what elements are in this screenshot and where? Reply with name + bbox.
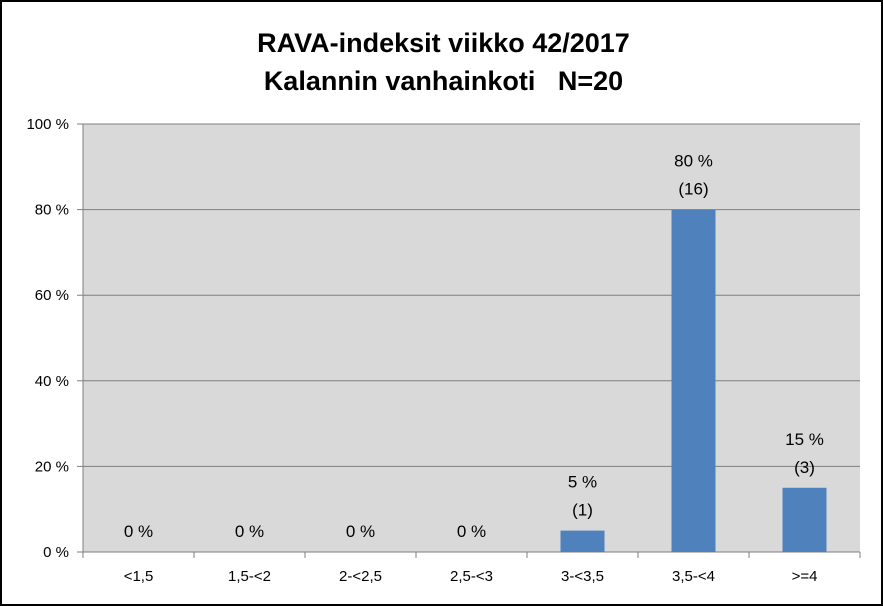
- bar: [671, 209, 716, 552]
- data-label-value: 0 %: [124, 522, 153, 541]
- data-label-count: (3): [794, 458, 815, 477]
- data-label-value: 0 %: [346, 522, 375, 541]
- chart-subtitle: Kalannin vanhainkoti N=20: [263, 66, 624, 96]
- y-tick-label: 60 %: [35, 287, 69, 304]
- data-label-count: (16): [678, 180, 708, 199]
- plot-area: [83, 124, 860, 552]
- x-tick-label: 1,5-<2: [228, 568, 271, 585]
- data-label-count: (1): [572, 501, 593, 520]
- data-label-value: 5 %: [568, 473, 597, 492]
- y-tick-label: 80 %: [35, 202, 69, 219]
- y-tick-label: 0 %: [43, 544, 69, 561]
- data-label-value: 0 %: [235, 522, 264, 541]
- y-tick-label: 100 %: [26, 116, 69, 133]
- x-tick-label: 2-<2,5: [339, 568, 382, 585]
- x-tick-label: 3,5-<4: [672, 568, 715, 585]
- x-tick-label: 3-<3,5: [561, 568, 604, 585]
- bar: [560, 530, 605, 552]
- x-tick-label: <1,5: [124, 568, 154, 585]
- y-tick-label: 20 %: [35, 458, 69, 475]
- x-tick-label: >=4: [792, 568, 818, 585]
- data-label-value: 80 %: [674, 152, 713, 171]
- y-tick-label: 40 %: [35, 373, 69, 390]
- chart-title: RAVA-indeksit viikko 42/2017: [257, 28, 630, 58]
- data-label-value: 15 %: [785, 430, 824, 449]
- chart-title-block: RAVA-indeksit viikko 42/2017 Kalannin va…: [2, 24, 883, 100]
- data-label-value: 0 %: [457, 522, 486, 541]
- x-tick-label: 2,5-<3: [450, 568, 493, 585]
- bar: [782, 487, 827, 552]
